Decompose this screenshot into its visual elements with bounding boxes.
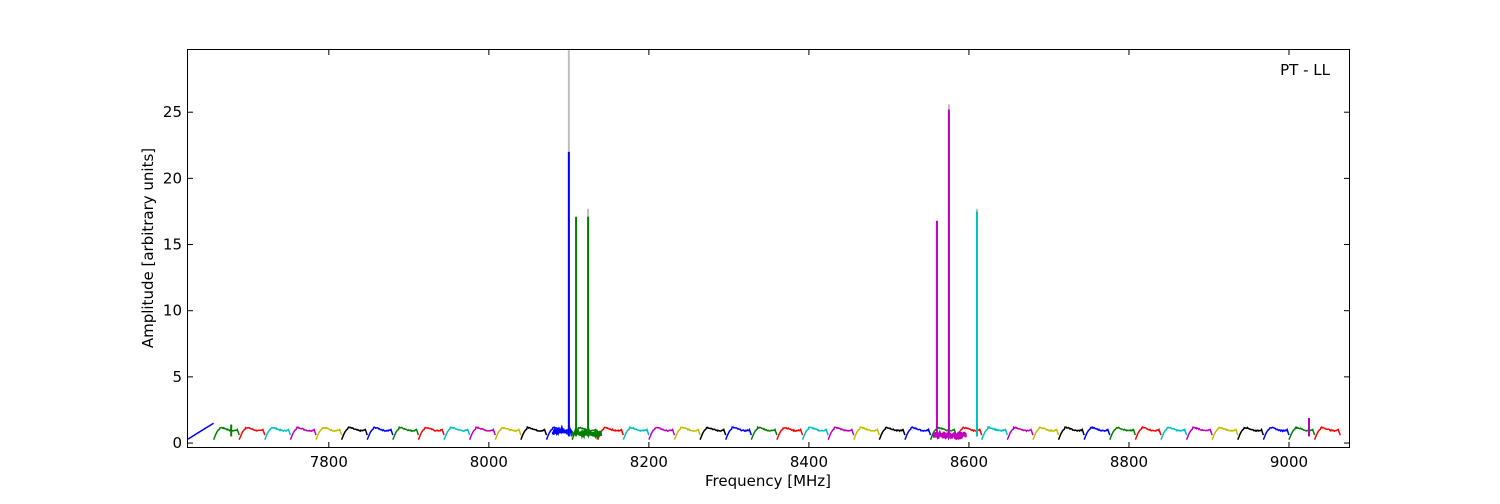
channel-segment bbox=[289, 426, 317, 441]
channel-segment bbox=[187, 422, 215, 440]
channel-segment bbox=[1211, 426, 1239, 440]
y-axis-ticks: 0 5 10 15 20 25 bbox=[163, 103, 1349, 452]
x-axis-ticks: 7800 8000 8200 8400 8600 8800 9000 bbox=[310, 50, 1308, 471]
channel-segment bbox=[1134, 426, 1162, 440]
x-tick-label: 8200 bbox=[630, 453, 668, 471]
channel-segment bbox=[1262, 426, 1290, 440]
spike-layer bbox=[230, 50, 1310, 437]
channel-segment bbox=[494, 426, 522, 440]
channel-segment bbox=[417, 426, 445, 441]
channel-segment bbox=[366, 426, 394, 441]
channel-segment bbox=[801, 426, 829, 440]
channel-segment bbox=[1185, 425, 1213, 440]
channel-segment bbox=[827, 426, 855, 441]
channel-segment bbox=[724, 426, 753, 440]
x-tick-label: 9000 bbox=[1270, 453, 1308, 471]
channel-segment bbox=[1006, 425, 1034, 441]
channel-segment bbox=[1109, 426, 1137, 440]
series-layer bbox=[187, 422, 1341, 441]
channel-segment bbox=[673, 426, 701, 440]
channel-segment bbox=[340, 426, 368, 441]
channel-segment bbox=[904, 426, 932, 441]
x-tick-label: 8400 bbox=[790, 453, 828, 471]
channel-segment bbox=[596, 426, 625, 440]
annotation-label: PT - LL bbox=[1280, 61, 1331, 79]
channel-segment bbox=[238, 426, 266, 440]
channel-segment bbox=[315, 426, 343, 441]
x-tick-label: 8600 bbox=[950, 453, 988, 471]
y-tick-label: 10 bbox=[163, 302, 182, 320]
channel-segment bbox=[264, 427, 292, 441]
channel-segment bbox=[392, 425, 420, 441]
x-tick-label: 8800 bbox=[1110, 453, 1148, 471]
channel-segment bbox=[1237, 426, 1265, 440]
channel-segment bbox=[1032, 426, 1060, 441]
channel-segment bbox=[981, 425, 1009, 441]
channel-segment bbox=[878, 426, 906, 441]
channel-segment bbox=[212, 426, 240, 440]
y-tick-label: 20 bbox=[163, 169, 182, 187]
y-tick-label: 5 bbox=[172, 368, 182, 386]
channel-segment bbox=[1288, 425, 1316, 440]
channel-segment bbox=[699, 426, 727, 440]
y-tick-label: 25 bbox=[163, 103, 182, 121]
plot-frame bbox=[187, 49, 1350, 448]
channel-segment bbox=[1057, 426, 1085, 441]
y-axis-label: Amplitude [arbitrary units] bbox=[139, 148, 157, 348]
channel-segment bbox=[468, 426, 497, 441]
channel-segment bbox=[622, 426, 650, 440]
y-tick-label: 0 bbox=[172, 434, 182, 452]
channel-segment bbox=[1083, 426, 1111, 440]
channel-segment bbox=[929, 426, 957, 441]
channel-segment bbox=[750, 425, 778, 440]
channel-segment bbox=[1313, 426, 1341, 440]
channel-segment bbox=[520, 425, 548, 440]
channel-segment bbox=[1160, 426, 1188, 440]
y-tick-label: 15 bbox=[163, 236, 182, 254]
channel-segment bbox=[776, 426, 804, 440]
channel-segment bbox=[443, 426, 471, 441]
x-tick-label: 7800 bbox=[310, 453, 348, 471]
x-tick-label: 8000 bbox=[470, 453, 508, 471]
channel-segment bbox=[648, 426, 676, 440]
x-axis-label: Frequency [MHz] bbox=[705, 472, 831, 490]
channel-segment bbox=[853, 426, 881, 441]
